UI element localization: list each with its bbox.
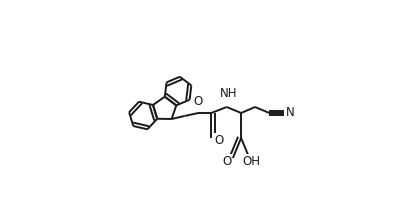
Text: N: N (286, 106, 295, 120)
Text: NH: NH (220, 87, 238, 100)
Text: O: O (223, 155, 231, 168)
Text: O: O (214, 134, 223, 147)
Text: O: O (194, 95, 203, 108)
Text: OH: OH (242, 155, 261, 168)
